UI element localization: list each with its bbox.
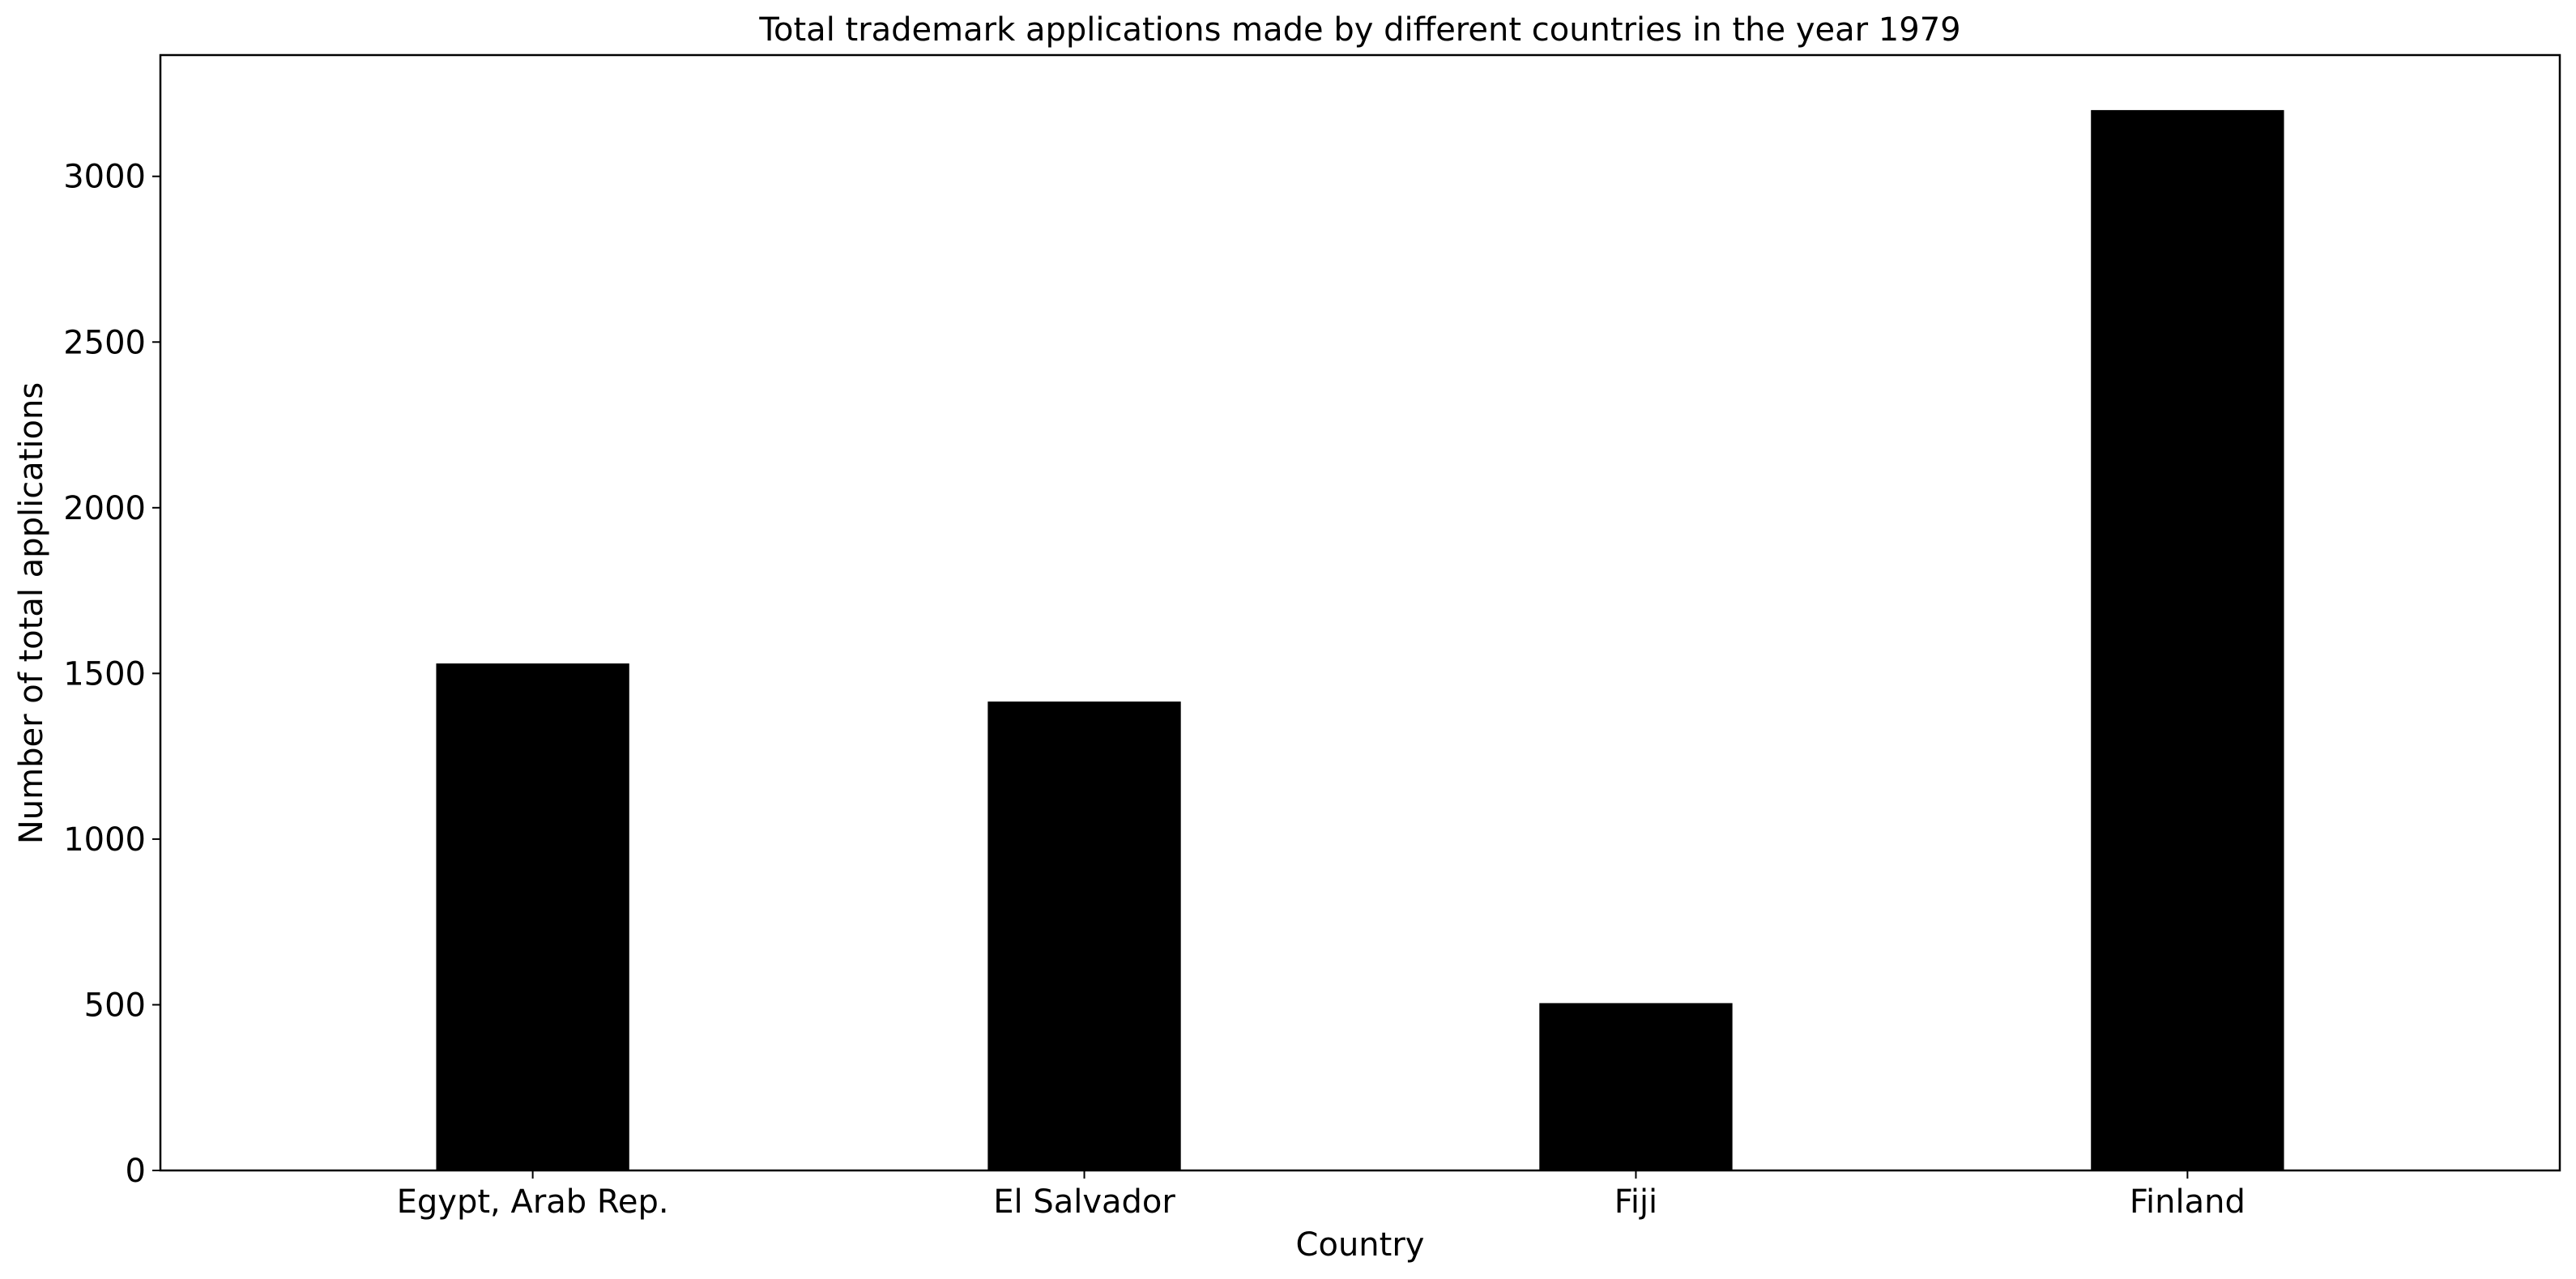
y-tick-label: 0: [126, 1153, 146, 1190]
x-axis-title: Country: [1296, 1226, 1425, 1264]
bar: [1539, 1003, 1733, 1170]
x-tick-label: El Salvador: [993, 1183, 1175, 1221]
y-axis-title: Number of total applications: [13, 382, 50, 844]
y-axis: 0 500 1000 1500 2000 2500 3000: [63, 159, 160, 1190]
bar: [2091, 109, 2284, 1171]
x-tick-label: Finland: [2130, 1183, 2245, 1221]
bar: [987, 701, 1181, 1170]
bar: [436, 663, 629, 1170]
chart-title: Total trademark applications made by dif…: [758, 11, 1960, 49]
y-tick-label: 1500: [63, 655, 146, 693]
x-axis: Egypt, Arab Rep. El Salvador Fiji Finland: [397, 1170, 2245, 1221]
x-tick-label: Fiji: [1614, 1183, 1657, 1221]
bar-group: [436, 109, 2284, 1171]
plot-frame: [159, 53, 2561, 1172]
y-tick-label: 3000: [63, 159, 146, 196]
y-tick-label: 500: [84, 987, 146, 1024]
x-tick-label: Egypt, Arab Rep.: [397, 1183, 669, 1221]
y-tick-label: 2500: [63, 324, 146, 361]
y-tick-label: 2000: [63, 490, 146, 527]
y-tick-label: 1000: [63, 821, 146, 859]
